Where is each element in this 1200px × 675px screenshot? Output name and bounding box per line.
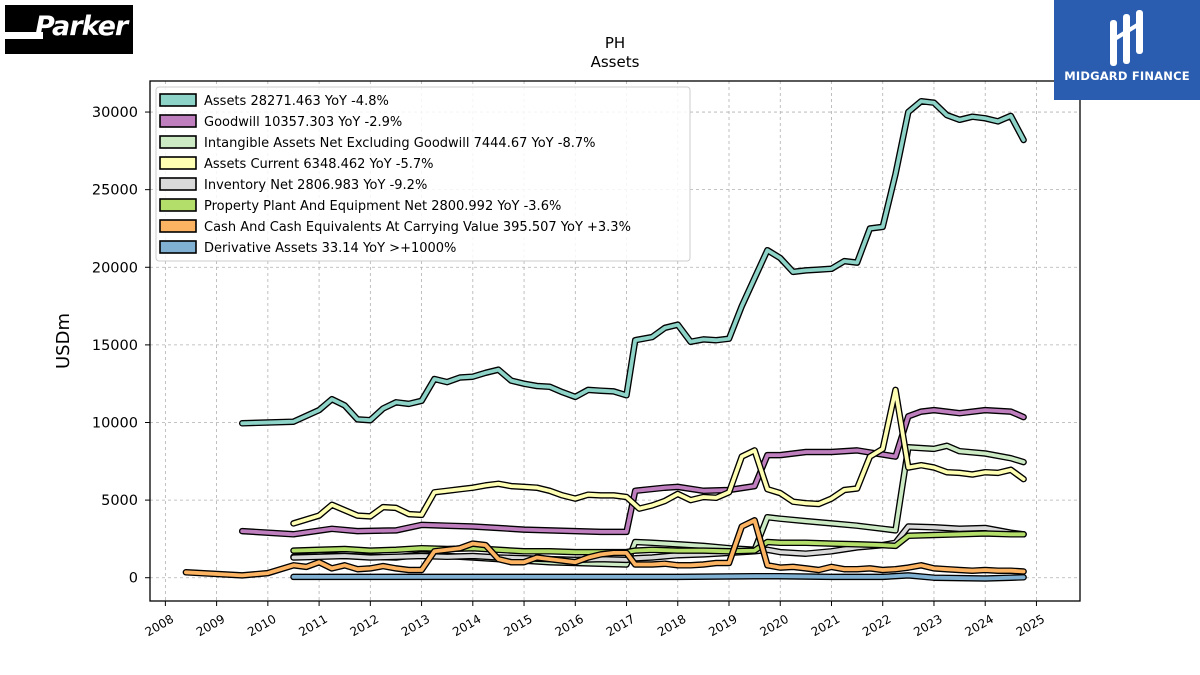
x-tick-label: 2021 [809, 612, 842, 639]
x-tick-label: 2008 [143, 612, 176, 639]
y-tick-label: 20000 [92, 260, 138, 276]
parker-logo-text: Parker [35, 11, 128, 42]
parker-logo: Parker [5, 5, 133, 54]
x-tick-label: 2020 [758, 612, 791, 639]
y-axis: 0 5000 10000 15000 20000 25000 30000 [92, 105, 150, 587]
legend-item: Derivative Assets 33.14 YoY >+1000% [159, 240, 456, 256]
legend-label: Inventory Net 2806.983 YoY -9.2% [204, 178, 427, 193]
series-lines [182, 97, 1027, 582]
legend-label: Derivative Assets 33.14 YoY >+1000% [204, 241, 456, 256]
series-6 [182, 517, 1027, 579]
y-tick-label: 30000 [92, 105, 138, 121]
x-tick-label: 2022 [860, 612, 893, 639]
series-7 [290, 572, 1027, 582]
legend-swatch [159, 240, 197, 254]
legend-swatch [159, 156, 197, 170]
x-tick-label: 2009 [194, 612, 227, 639]
x-tick-label: 2015 [501, 612, 534, 639]
legend-item: Intangible Assets Net Excluding Goodwill… [159, 135, 595, 151]
series-line [240, 99, 1026, 426]
legend-swatch [159, 135, 197, 149]
y-tick-label: 25000 [92, 183, 138, 199]
legend-swatch [159, 114, 197, 128]
legend-swatch [159, 198, 197, 212]
legend-label: Cash And Cash Equivalents At Carrying Va… [204, 220, 631, 235]
series-3 [290, 386, 1027, 527]
legend-label: Assets 28271.463 YoY -4.8% [204, 94, 389, 109]
x-tick-label: 2024 [962, 612, 995, 639]
y-axis-label: USDm [53, 313, 74, 369]
chart-subtitle: Assets [591, 53, 640, 71]
x-tick-label: 2016 [553, 612, 586, 639]
legend-label: Property Plant And Equipment Net 2800.99… [204, 199, 561, 214]
series-line [291, 531, 1026, 554]
series-line [183, 518, 1026, 578]
x-tick-label: 2017 [604, 612, 637, 639]
x-axis: 2008 2009 2010 2011 2012 2013 2014 2015 2016 2017… [143, 601, 1047, 639]
legend-item: Inventory Net 2806.983 YoY -9.2% [159, 177, 427, 193]
midgard-logo-text: MIDGARD FINANCE [1064, 69, 1190, 83]
series-line [291, 387, 1026, 526]
x-tick-label: 2011 [296, 612, 329, 639]
series-line [291, 573, 1026, 581]
legend-item: Cash And Cash Equivalents At Carrying Va… [159, 219, 631, 235]
series-0 [238, 97, 1027, 427]
plot-frame [149, 80, 1081, 602]
legend-swatch [159, 93, 197, 107]
legend-item: Property Plant And Equipment Net 2800.99… [159, 198, 561, 214]
x-tick-label: 2012 [348, 612, 381, 639]
series-line [240, 408, 1026, 537]
legend-swatch [159, 177, 197, 191]
legend-item: Goodwill 10357.303 YoY -2.9% [159, 114, 402, 130]
legend-label: Assets Current 6348.462 YoY -5.7% [204, 157, 434, 172]
legend-item: Assets Current 6348.462 YoY -5.7% [159, 156, 434, 172]
series-1 [238, 406, 1027, 538]
legend-box [155, 86, 691, 262]
y-tick-label: 15000 [92, 338, 138, 354]
x-tick-label: 2013 [399, 612, 432, 639]
x-tick-label: 2023 [911, 612, 944, 639]
legend-item: Assets 28271.463 YoY -4.8% [159, 93, 389, 109]
parker-logo-bar [5, 32, 43, 39]
series-5 [290, 530, 1027, 556]
y-tick-label: 10000 [92, 415, 138, 431]
legend-label: Goodwill 10357.303 YoY -2.9% [204, 115, 402, 130]
y-tick-label: 5000 [101, 493, 138, 509]
x-tick-label: 2014 [450, 612, 483, 639]
x-tick-label: 2018 [655, 612, 688, 639]
legend-swatch [159, 219, 197, 233]
x-tick-label: 2019 [706, 612, 739, 639]
midgard-logo-icon [1110, 10, 1143, 66]
midgard-finance-logo: MIDGARD FINANCE [1054, 0, 1200, 100]
legend-label: Intangible Assets Net Excluding Goodwill… [204, 136, 595, 151]
legend: Assets 28271.463 YoY -4.8% Goodwill 10357… [155, 86, 691, 262]
x-tick-label: 2025 [1014, 612, 1047, 639]
chart-title: PH [605, 34, 625, 52]
x-tick-label: 2010 [245, 612, 278, 639]
y-tick-label: 0 [129, 571, 138, 587]
